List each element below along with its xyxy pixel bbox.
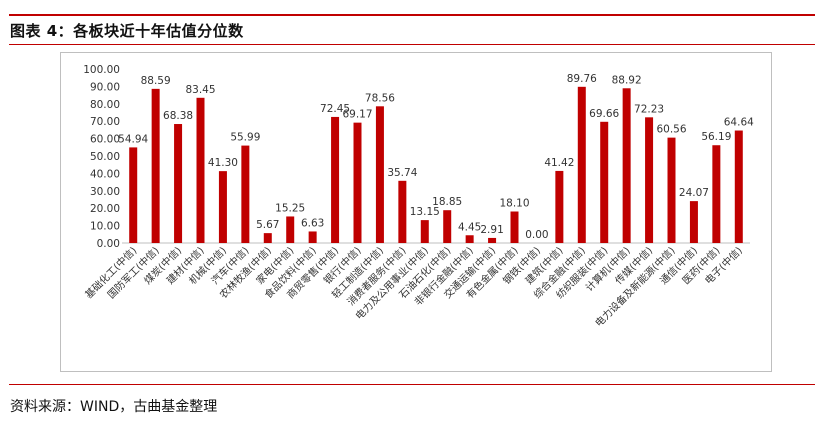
bar <box>712 145 721 243</box>
data-label: 15.25 <box>275 202 305 214</box>
y-tick-label: 90.00 <box>90 81 120 93</box>
data-label: 69.17 <box>342 109 372 121</box>
y-tick-label: 80.00 <box>90 99 120 111</box>
title-rule <box>9 14 815 16</box>
bar <box>689 201 698 243</box>
bar <box>353 122 362 243</box>
bar <box>622 88 631 243</box>
y-tick-label: 70.00 <box>90 116 120 128</box>
bar <box>218 171 227 243</box>
y-tick-label: 60.00 <box>90 134 120 146</box>
y-tick-label: 20.00 <box>90 203 120 215</box>
data-label: 54.94 <box>118 133 148 145</box>
data-label: 60.56 <box>656 124 686 136</box>
bar <box>241 145 250 243</box>
data-label: 41.42 <box>544 157 574 169</box>
y-tick-label: 40.00 <box>90 168 120 180</box>
data-label: 64.64 <box>724 117 754 129</box>
data-label: 68.38 <box>163 110 193 122</box>
bar <box>600 121 609 243</box>
data-label: 24.07 <box>679 187 709 199</box>
data-label: 5.67 <box>256 219 279 231</box>
bar <box>129 147 138 243</box>
data-label: 56.19 <box>701 131 731 143</box>
data-label: 6.63 <box>301 217 324 229</box>
bar <box>375 106 384 243</box>
data-label: 18.85 <box>432 196 462 208</box>
data-label: 4.45 <box>458 221 481 233</box>
bar <box>667 137 676 243</box>
y-tick-label: 10.00 <box>90 221 120 233</box>
bar <box>420 220 429 243</box>
data-label: 83.45 <box>185 84 215 96</box>
bar <box>465 235 474 243</box>
bar <box>645 117 654 243</box>
bar <box>510 211 519 243</box>
bar <box>443 210 452 243</box>
data-label: 35.74 <box>387 167 417 179</box>
data-label: 78.56 <box>365 92 395 104</box>
data-label: 13.15 <box>410 206 440 218</box>
figure-title: 图表 4：各板块近十年估值分位数 <box>10 22 244 40</box>
bar <box>196 97 205 243</box>
bar <box>174 124 183 243</box>
bar <box>263 233 272 243</box>
data-label: 18.10 <box>499 198 529 210</box>
bar <box>734 130 743 243</box>
source-rule <box>9 384 815 385</box>
bar <box>308 231 317 243</box>
data-label: 2.91 <box>480 224 503 236</box>
data-label: 72.45 <box>320 103 350 115</box>
y-tick-label: 30.00 <box>90 186 120 198</box>
data-label: 69.66 <box>589 108 619 120</box>
bar <box>286 216 295 243</box>
y-tick-label: 100.00 <box>83 64 120 76</box>
bar <box>331 116 340 243</box>
data-label: 55.99 <box>230 132 260 144</box>
y-tick-label: 0.00 <box>97 238 120 250</box>
data-label: 0.00 <box>525 229 548 241</box>
bar <box>398 180 407 243</box>
title-divider <box>9 44 815 45</box>
bar <box>555 170 564 243</box>
bar-chart: 100.00 90.00 80.00 70.00 60.00 50.00 40.00 30.0… <box>82 64 754 329</box>
data-label: 41.30 <box>208 157 238 169</box>
bar <box>488 237 497 243</box>
source-note: 资料来源：WIND，古曲基金整理 <box>10 399 218 415</box>
bar <box>151 88 160 244</box>
data-label: 88.59 <box>141 75 171 87</box>
data-label: 72.23 <box>634 103 664 115</box>
data-label: 89.76 <box>567 73 597 85</box>
bar <box>577 86 586 243</box>
data-label: 88.92 <box>612 74 642 86</box>
y-tick-label: 50.00 <box>90 151 120 163</box>
